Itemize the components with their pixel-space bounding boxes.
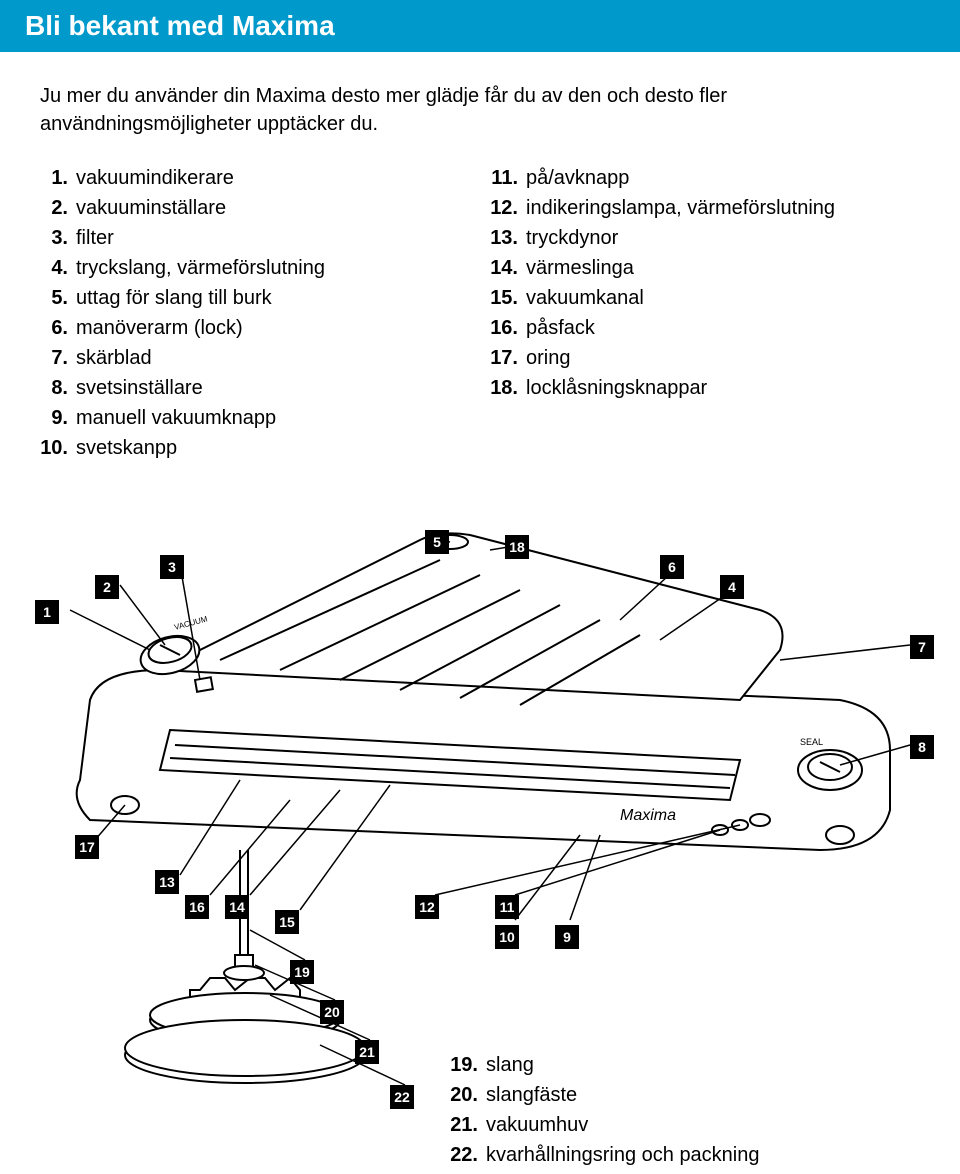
list-item: 8.svetsinställare — [40, 373, 470, 403]
list-item-text: skärblad — [76, 343, 470, 373]
page-title: Bli bekant med Maxima — [25, 10, 940, 42]
list-item-text: tryckdynor — [526, 223, 920, 253]
callout-label: 5 — [425, 530, 449, 554]
callout-label: 15 — [275, 910, 299, 934]
list-item: 22.kvarhållningsring och packning — [450, 1140, 760, 1170]
callout-label: 18 — [505, 535, 529, 559]
list-item-number: 8. — [40, 373, 76, 403]
callout-label: 7 — [910, 635, 934, 659]
list-item-text: slangfäste — [486, 1080, 760, 1110]
list-item-number: 16. — [490, 313, 526, 343]
header-bar: Bli bekant med Maxima — [0, 0, 960, 52]
list-item: 17.oring — [490, 343, 920, 373]
list-item-text: värmeslinga — [526, 253, 920, 283]
list-item-number: 10. — [40, 433, 76, 463]
list-item-number: 7. — [40, 343, 76, 373]
list-item: 7.skärblad — [40, 343, 470, 373]
list-item-number: 5. — [40, 283, 76, 313]
list-item-text: tryckslang, värmeförslutning — [76, 253, 470, 283]
list-item-number: 18. — [490, 373, 526, 403]
left-column: 1.vakuumindikerare2.vakuuminställare3.fi… — [40, 163, 470, 463]
callout-label: 12 — [415, 895, 439, 919]
list-item-number: 17. — [490, 343, 526, 373]
list-item: 12.indikeringslampa, värmeförslutning — [490, 193, 920, 223]
list-item: 3.filter — [40, 223, 470, 253]
callout-label: 8 — [910, 735, 934, 759]
callout-label: 6 — [660, 555, 684, 579]
list-item: 18.locklåsningsknappar — [490, 373, 920, 403]
callout-label: 14 — [225, 895, 249, 919]
list-item-text: vakuumkanal — [526, 283, 920, 313]
list-item: 15.vakuumkanal — [490, 283, 920, 313]
parts-columns: 1.vakuumindikerare2.vakuuminställare3.fi… — [0, 158, 960, 473]
list-item-number: 15. — [490, 283, 526, 313]
callout-label: 9 — [555, 925, 579, 949]
callout-label: 4 — [720, 575, 744, 599]
callout-label: 21 — [355, 1040, 379, 1064]
list-item: 20.slangfäste — [450, 1080, 760, 1110]
list-item-text: indikeringslampa, värmeförslutning — [526, 193, 920, 223]
list-item: 2.vakuuminställare — [40, 193, 470, 223]
list-item-number: 1. — [40, 163, 76, 193]
list-item-text: locklåsningsknappar — [526, 373, 920, 403]
list-item-text: vakuumindikerare — [76, 163, 470, 193]
list-item-number: 2. — [40, 193, 76, 223]
svg-text:Maxima: Maxima — [620, 807, 676, 824]
list-item: 10.svetskanpp — [40, 433, 470, 463]
list-item: 4.tryckslang, värmeförslutning — [40, 253, 470, 283]
svg-text:SEAL: SEAL — [800, 737, 823, 747]
list-item-number: 21. — [450, 1110, 486, 1140]
list-item: 16.påsfack — [490, 313, 920, 343]
list-item-text: svetsinställare — [76, 373, 470, 403]
list-item-number: 12. — [490, 193, 526, 223]
list-item-text: manöverarm (lock) — [76, 313, 470, 343]
list-item-text: slang — [486, 1050, 760, 1080]
list-item-number: 13. — [490, 223, 526, 253]
footer-list: 19.slang20.slangfäste21.vakuumhuv22.kvar… — [450, 1050, 760, 1170]
callout-label: 11 — [495, 895, 519, 919]
callout-label: 17 — [75, 835, 99, 859]
list-item-text: vakuuminställare — [76, 193, 470, 223]
callout-label: 10 — [495, 925, 519, 949]
callout-label: 16 — [185, 895, 209, 919]
list-item-text: manuell vakuumknapp — [76, 403, 470, 433]
list-item: 11.på/avknapp — [490, 163, 920, 193]
callout-label: 19 — [290, 960, 314, 984]
callout-label: 13 — [155, 870, 179, 894]
product-diagram: VACUUM SEAL Maxima — [40, 500, 920, 1140]
list-item-number: 4. — [40, 253, 76, 283]
list-item-number: 14. — [490, 253, 526, 283]
list-item: 5.uttag för slang till burk — [40, 283, 470, 313]
list-item-number: 9. — [40, 403, 76, 433]
list-item: 19.slang — [450, 1050, 760, 1080]
list-item: 14.värmeslinga — [490, 253, 920, 283]
list-item: 6.manöverarm (lock) — [40, 313, 470, 343]
list-item: 13.tryckdynor — [490, 223, 920, 253]
list-item-text: svetskanpp — [76, 433, 470, 463]
list-item-text: vakuumhuv — [486, 1110, 760, 1140]
list-item-number: 20. — [450, 1080, 486, 1110]
list-item-number: 3. — [40, 223, 76, 253]
callout-label: 22 — [390, 1085, 414, 1109]
right-column: 11.på/avknapp12.indikeringslampa, värmef… — [470, 163, 920, 463]
list-item-text: påsfack — [526, 313, 920, 343]
list-item-text: uttag för slang till burk — [76, 283, 470, 313]
list-item-number: 11. — [490, 163, 526, 193]
list-item-number: 6. — [40, 313, 76, 343]
list-item-text: oring — [526, 343, 920, 373]
list-item-text: kvarhållningsring och packning — [486, 1140, 760, 1170]
callout-label: 20 — [320, 1000, 344, 1024]
list-item-number: 22. — [450, 1140, 486, 1170]
callout-label: 2 — [95, 575, 119, 599]
list-item: 1.vakuumindikerare — [40, 163, 470, 193]
list-item: 21.vakuumhuv — [450, 1110, 760, 1140]
callout-label: 3 — [160, 555, 184, 579]
list-item-number: 19. — [450, 1050, 486, 1080]
list-item-text: på/avknapp — [526, 163, 920, 193]
callout-label: 1 — [35, 600, 59, 624]
intro-text: Ju mer du använder din Maxima desto mer … — [0, 52, 960, 158]
list-item: 9.manuell vakuumknapp — [40, 403, 470, 433]
list-item-text: filter — [76, 223, 470, 253]
